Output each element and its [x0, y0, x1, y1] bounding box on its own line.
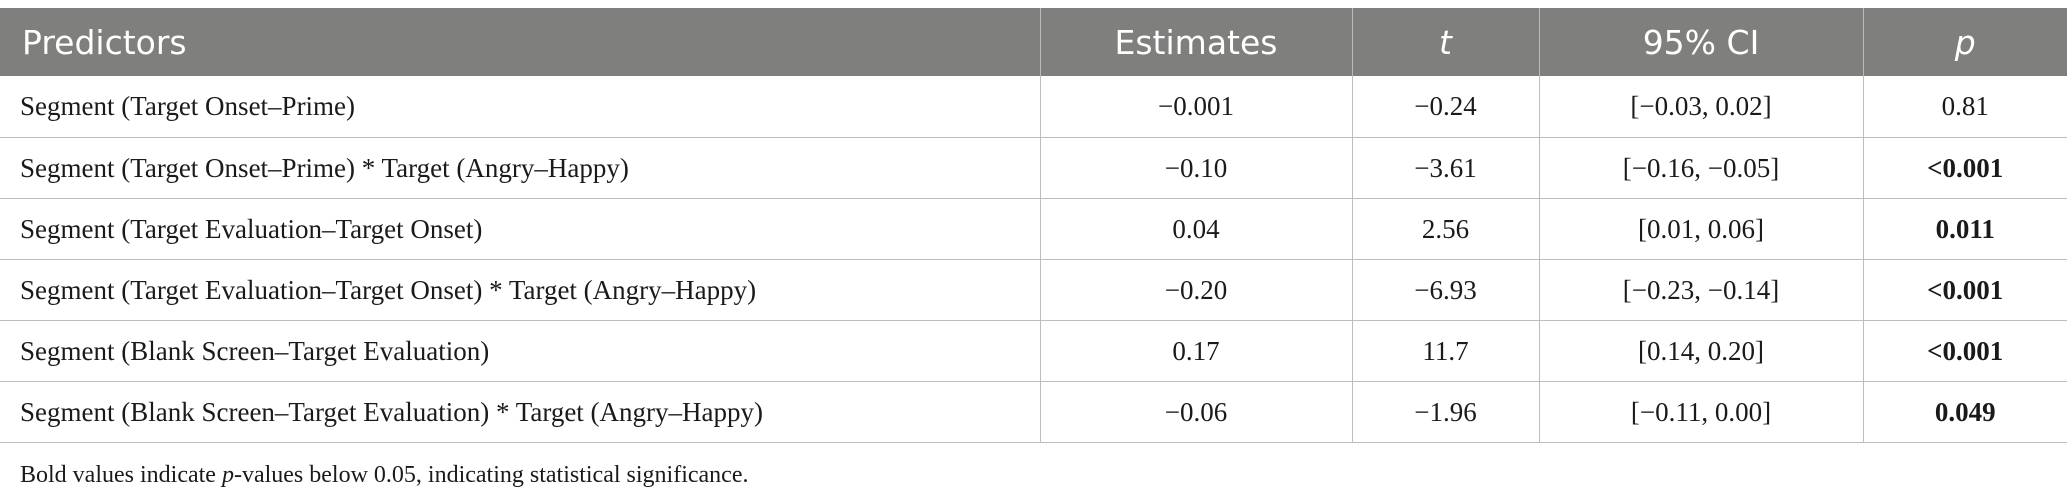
table-body: Segment (Target Onset–Prime) −0.001 −0.2…	[0, 76, 2067, 443]
table-row: Segment (Target Evaluation–Target Onset)…	[0, 259, 2067, 321]
cell-t: −0.24	[1351, 76, 1539, 138]
cell-t: −1.96	[1351, 381, 1539, 443]
cell-predictor: Segment (Blank Screen–Target Evaluation)	[0, 320, 1040, 382]
header-t: t	[1351, 8, 1539, 76]
cell-estimate: −0.06	[1039, 381, 1352, 443]
footnote-prefix: Bold values indicate	[20, 462, 222, 488]
footnote-suffix: -values below 0.05, indicating statistic…	[233, 462, 749, 488]
cell-ci: [−0.23, −0.14]	[1538, 259, 1863, 321]
cell-p: <0.001	[1862, 137, 2067, 199]
header-predictors: Predictors	[0, 8, 1040, 76]
cell-t: −3.61	[1351, 137, 1539, 199]
cell-p: <0.001	[1862, 259, 2067, 321]
cell-p: 0.81	[1862, 76, 2067, 138]
cell-estimate: 0.17	[1039, 320, 1352, 382]
cell-predictor: Segment (Target Onset–Prime)	[0, 76, 1040, 138]
cell-ci: [−0.16, −0.05]	[1538, 137, 1863, 199]
cell-t: −6.93	[1351, 259, 1539, 321]
cell-estimate: 0.04	[1039, 198, 1352, 260]
cell-predictor: Segment (Blank Screen–Target Evaluation)…	[0, 381, 1040, 443]
table-footnote: Bold values indicate p-values below 0.05…	[20, 462, 748, 489]
table-row: Segment (Target Onset–Prime) −0.001 −0.2…	[0, 76, 2067, 138]
regression-results-table: Predictors Estimates t 95% CI p Segment …	[0, 8, 2067, 443]
cell-p: 0.049	[1862, 381, 2067, 443]
table-row: Segment (Target Evaluation–Target Onset)…	[0, 198, 2067, 260]
header-estimates: Estimates	[1039, 8, 1352, 76]
cell-ci: [−0.11, 0.00]	[1538, 381, 1863, 443]
cell-predictor: Segment (Target Evaluation–Target Onset)	[0, 198, 1040, 260]
cell-estimate: −0.10	[1039, 137, 1352, 199]
cell-p: 0.011	[1862, 198, 2067, 260]
header-row: Predictors Estimates t 95% CI p	[0, 8, 2067, 76]
footnote-p-italic: p	[221, 462, 234, 488]
table-row: Segment (Target Onset–Prime) * Target (A…	[0, 137, 2067, 199]
header-p: p	[1862, 8, 2067, 76]
cell-t: 2.56	[1351, 198, 1539, 260]
cell-predictor: Segment (Target Onset–Prime) * Target (A…	[0, 137, 1040, 199]
header-ci: 95% CI	[1538, 8, 1863, 76]
table-header: Predictors Estimates t 95% CI p	[0, 8, 2067, 76]
cell-estimate: −0.001	[1039, 76, 1352, 138]
results-table-wrapper: Predictors Estimates t 95% CI p Segment …	[0, 8, 2067, 443]
cell-ci: [0.01, 0.06]	[1538, 198, 1863, 260]
table-row: Segment (Blank Screen–Target Evaluation)…	[0, 320, 2067, 382]
cell-predictor: Segment (Target Evaluation–Target Onset)…	[0, 259, 1040, 321]
cell-ci: [−0.03, 0.02]	[1538, 76, 1863, 138]
cell-t: 11.7	[1351, 320, 1539, 382]
cell-p: <0.001	[1862, 320, 2067, 382]
cell-ci: [0.14, 0.20]	[1538, 320, 1863, 382]
cell-estimate: −0.20	[1039, 259, 1352, 321]
table-row: Segment (Blank Screen–Target Evaluation)…	[0, 381, 2067, 443]
